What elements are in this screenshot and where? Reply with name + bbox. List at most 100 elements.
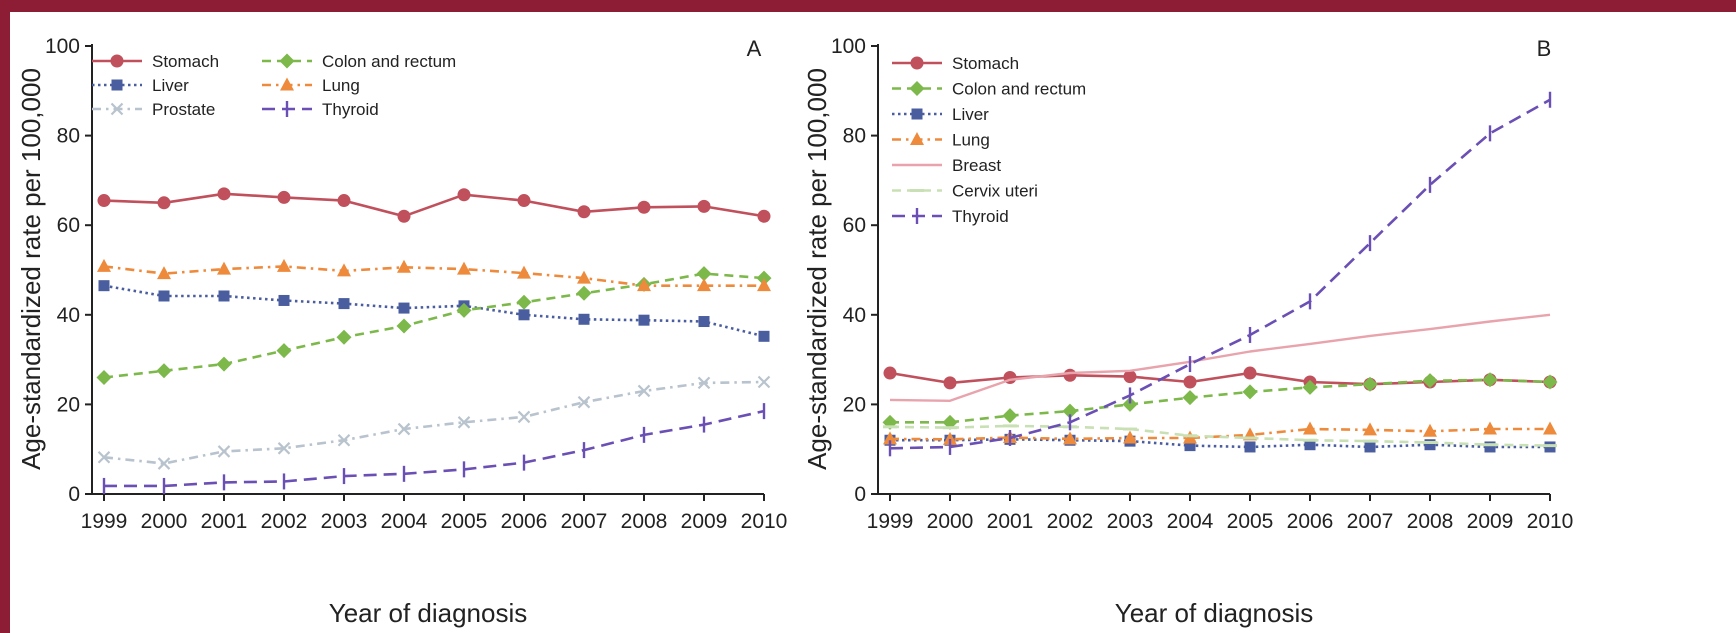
data-point-stomach bbox=[1123, 370, 1137, 384]
legend-label: Stomach bbox=[952, 54, 1019, 73]
panel-label: A bbox=[747, 36, 762, 61]
legend-item-lung: Lung bbox=[892, 131, 990, 150]
data-point-colon-and-rectum bbox=[756, 270, 772, 286]
series-breast bbox=[889, 313, 1551, 402]
series-line-colon-and-rectum bbox=[103, 272, 765, 379]
legend-marker-stomach bbox=[910, 56, 924, 70]
data-point-colon-and-rectum bbox=[942, 414, 958, 430]
data-point-lung bbox=[1123, 430, 1137, 444]
y-tick-label: 60 bbox=[57, 214, 80, 237]
legend-item-colon-and-rectum: Colon and rectum bbox=[262, 52, 456, 71]
legend-label: Breast bbox=[952, 156, 1001, 175]
data-point-colon-and-rectum bbox=[96, 370, 112, 386]
legend-item-colon-and-rectum: Colon and rectum bbox=[892, 80, 1086, 99]
legend-marker-stomach bbox=[110, 54, 124, 68]
x-tick-label: 2006 bbox=[501, 510, 548, 533]
data-point-liver bbox=[578, 313, 590, 325]
x-tick-label: 2009 bbox=[681, 510, 728, 533]
x-tick-label: 2004 bbox=[1167, 510, 1214, 533]
panel-label: B bbox=[1537, 36, 1552, 61]
data-point-colon-and-rectum bbox=[1002, 408, 1018, 424]
series-line-breast bbox=[889, 313, 1551, 402]
data-point-lung bbox=[757, 278, 771, 292]
data-point-stomach bbox=[397, 209, 411, 223]
series-stomach bbox=[883, 366, 1557, 391]
legend-marker-colon-and-rectum bbox=[909, 81, 925, 96]
legend-marker-lung bbox=[910, 132, 924, 145]
x-tick-label: 2001 bbox=[201, 510, 248, 533]
series-lung bbox=[883, 421, 1557, 445]
x-tick-label: 1999 bbox=[867, 510, 914, 533]
data-point-liver bbox=[398, 302, 410, 314]
data-point-stomach bbox=[1063, 368, 1077, 382]
x-tick-label: 2002 bbox=[261, 510, 308, 533]
series-line-thyroid bbox=[889, 98, 1551, 450]
data-point-liver bbox=[1364, 441, 1376, 453]
x-tick-label: 2005 bbox=[441, 510, 488, 533]
data-point-liver bbox=[698, 316, 710, 328]
data-point-lung bbox=[1543, 421, 1557, 435]
data-point-colon-and-rectum bbox=[1182, 390, 1198, 406]
data-point-lung bbox=[337, 263, 351, 277]
x-tick-label: 2005 bbox=[1227, 510, 1274, 533]
data-point-lung bbox=[637, 278, 651, 292]
data-point-colon-and-rectum bbox=[396, 318, 412, 334]
x-tick-label: 2007 bbox=[561, 510, 608, 533]
data-point-lung bbox=[1423, 423, 1437, 437]
y-tick-label: 80 bbox=[843, 125, 866, 148]
data-point-prostate bbox=[517, 410, 531, 424]
figure-frame: 0 20 40 60 80 100 1999 2000 2001 2002 2003 2004 2005… bbox=[10, 12, 1736, 633]
y-tick-label: 0 bbox=[68, 483, 80, 506]
x-tick-label: 2003 bbox=[321, 510, 368, 533]
x-tick-label: 2008 bbox=[1407, 510, 1454, 533]
data-point-liver bbox=[1304, 439, 1316, 451]
legend: Stomach Liver Prostate Colon and rectum Lung… bbox=[92, 52, 456, 119]
x-tick-label: 2000 bbox=[141, 510, 188, 533]
y-tick-label: 100 bbox=[45, 35, 80, 58]
data-point-prostate bbox=[277, 442, 291, 455]
data-point-colon-and-rectum bbox=[276, 343, 292, 359]
data-point-stomach bbox=[457, 188, 471, 202]
data-point-stomach bbox=[637, 200, 651, 214]
data-point-lung bbox=[697, 278, 711, 292]
data-point-lung bbox=[1363, 422, 1377, 436]
data-point-lung bbox=[1483, 421, 1497, 435]
legend-item-cervix-uteri: Cervix uteri bbox=[892, 182, 1038, 201]
series-thyroid bbox=[102, 403, 766, 494]
legend-marker-liver bbox=[111, 79, 123, 91]
y-tick-label: 20 bbox=[843, 393, 866, 416]
y-tick-label: 0 bbox=[854, 483, 866, 506]
data-point-colon-and-rectum bbox=[1542, 374, 1558, 390]
legend-item-breast: Breast bbox=[892, 156, 1001, 175]
legend-marker-lung bbox=[280, 77, 294, 91]
series-line-stomach bbox=[103, 192, 765, 218]
x-tick-label: 2008 bbox=[621, 510, 668, 533]
data-point-liver bbox=[1244, 441, 1256, 453]
data-point-liver bbox=[218, 290, 230, 302]
data-point-liver bbox=[518, 309, 530, 321]
data-point-lung bbox=[517, 265, 531, 279]
data-point-prostate bbox=[337, 433, 351, 447]
line-chart-figure: 0 20 40 60 80 100 1999 2000 2001 2002 2003 2004 2005… bbox=[16, 35, 1573, 628]
legend-item-thyroid: Thyroid bbox=[262, 100, 379, 119]
data-point-colon-and-rectum bbox=[576, 285, 592, 301]
data-point-stomach bbox=[1183, 375, 1197, 389]
legend-item-lung: Lung bbox=[262, 76, 360, 95]
x-tick-label: 1999 bbox=[81, 510, 128, 533]
data-point-colon-and-rectum bbox=[216, 356, 232, 372]
data-point-prostate bbox=[577, 395, 591, 409]
data-point-prostate bbox=[637, 384, 651, 398]
data-point-liver bbox=[158, 290, 170, 302]
x-axis-title: Year of diagnosis bbox=[1115, 598, 1314, 628]
data-point-colon-and-rectum bbox=[156, 363, 172, 379]
y-tick-label: 40 bbox=[57, 304, 80, 327]
series-stomach bbox=[97, 187, 771, 223]
y-axis-title: Age-standardized rate per 100,000 bbox=[16, 68, 46, 470]
series-lung bbox=[97, 258, 771, 292]
series-line-liver bbox=[103, 284, 765, 338]
series-line-stomach bbox=[889, 371, 1551, 386]
data-point-colon-and-rectum bbox=[696, 266, 712, 282]
data-point-stomach bbox=[1243, 366, 1257, 380]
data-point-lung bbox=[217, 261, 231, 275]
series-line-thyroid bbox=[104, 409, 765, 488]
